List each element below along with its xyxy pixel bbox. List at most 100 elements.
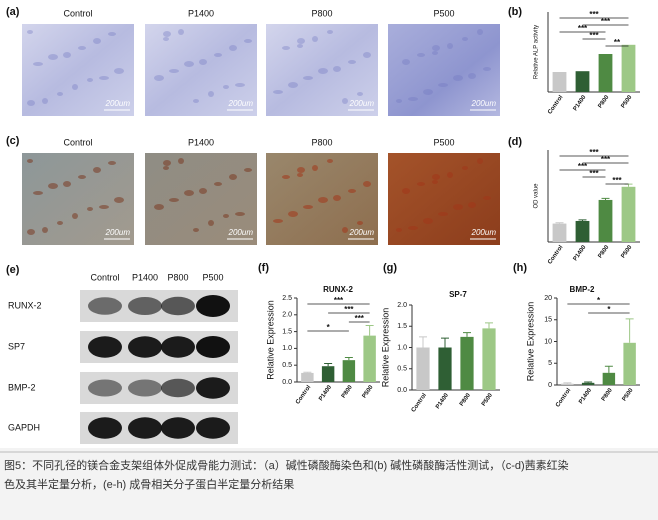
significance-label: *** (601, 155, 611, 164)
y-tick-label: 1.0 (282, 345, 292, 352)
stain-spot (468, 202, 476, 208)
y-tick-label: 2.5 (282, 295, 292, 302)
significance-label: *** (589, 148, 599, 157)
image-title: P800 (311, 8, 332, 18)
protein-label: RUNX-2 (8, 300, 42, 310)
stain-spot (363, 52, 371, 58)
band (161, 296, 195, 316)
stain-spot (297, 38, 305, 44)
stain-spot (447, 43, 453, 49)
stain-spot (33, 62, 43, 66)
stain-spot (154, 204, 164, 210)
significance-label: *** (589, 31, 599, 40)
x-tick-label: P500 (620, 94, 633, 109)
stain-spot (193, 99, 199, 103)
band (128, 379, 162, 397)
error-bar (485, 322, 493, 329)
y-tick-label: 0.5 (282, 362, 292, 369)
chart-title: SP-7 (449, 290, 467, 299)
y-tick-label: 2.0 (282, 312, 292, 319)
scale-bar-label: 200um (105, 228, 131, 237)
stain-spot (169, 198, 179, 202)
bar (623, 342, 636, 385)
image-title: Control (63, 137, 92, 147)
bar (598, 199, 613, 242)
micrograph (388, 153, 500, 245)
band (128, 417, 162, 439)
stain-spot (163, 31, 171, 37)
stain-spot (438, 212, 448, 216)
stain-spot (42, 98, 48, 104)
bar (438, 347, 452, 390)
y-tick-label: 10 (544, 338, 552, 345)
stain-spot (208, 91, 214, 97)
micrograph (266, 24, 378, 116)
x-tick-label: P1400 (573, 94, 588, 112)
stain-spot (235, 212, 245, 216)
image-title: Control (63, 8, 92, 18)
stain-spot (303, 205, 313, 209)
error-bar (344, 356, 353, 361)
stain-spot (273, 90, 283, 94)
x-tick-label: P800 (597, 94, 610, 109)
stain-spot (477, 29, 483, 35)
error-bar (624, 183, 633, 187)
micrograph (388, 24, 500, 116)
image-title: P800 (311, 137, 332, 147)
bar (416, 347, 430, 390)
stain-spot (288, 211, 298, 217)
stain-spot (93, 38, 101, 44)
x-tick-label: P800 (597, 244, 610, 259)
bar (321, 366, 335, 382)
stain-spot (348, 60, 356, 64)
stain-spot (199, 59, 207, 65)
stain-spot (27, 159, 33, 163)
stain-spot (199, 188, 207, 194)
significance-label: * (607, 305, 611, 314)
stain-spot (483, 196, 491, 200)
caption-line: 色及其半定量分析，(e-h) 成骨相关分子蛋白半定量分析结果 (4, 477, 294, 491)
stain-spot (163, 160, 171, 166)
stain-spot (229, 174, 237, 180)
error-bar (584, 381, 593, 383)
stain-spot (108, 161, 116, 165)
lane-label: P500 (202, 272, 223, 282)
stain-spot (163, 166, 169, 170)
bar (581, 382, 595, 385)
stain-spot (423, 218, 433, 224)
image-title: P500 (433, 137, 454, 147)
stain-spot (462, 37, 468, 41)
y-tick-label: 0.0 (282, 379, 292, 386)
x-tick-label: P500 (622, 387, 635, 402)
error-bar (324, 363, 333, 367)
stain-spot (27, 100, 35, 106)
image-title: P1400 (188, 8, 214, 18)
stain-spot (432, 180, 438, 184)
panel-label: (a) (6, 6, 20, 18)
stain-spot (483, 67, 491, 71)
panel-label: (g) (383, 262, 397, 274)
bar (602, 372, 616, 385)
stain-spot (114, 68, 124, 74)
scale-bar-label: 200um (471, 228, 497, 237)
stain-spot (27, 229, 35, 235)
bar (575, 71, 590, 92)
bar (301, 372, 314, 382)
stain-spot (63, 52, 71, 58)
stain-spot (42, 227, 48, 233)
stain-spot (273, 219, 283, 223)
panel-label: (h) (513, 262, 527, 274)
stain-spot (333, 195, 341, 201)
stain-spot (408, 97, 418, 101)
significance-label: *** (344, 305, 354, 314)
stain-spot (48, 54, 58, 60)
scale-bar-label: 200um (471, 99, 497, 108)
chart-title: BMP-2 (570, 285, 595, 294)
stain-spot (72, 213, 78, 219)
stain-spot (312, 165, 318, 171)
stain-spot (297, 167, 305, 173)
stain-spot (244, 168, 252, 172)
significance-label: *** (612, 176, 622, 185)
stain-spot (169, 69, 179, 73)
